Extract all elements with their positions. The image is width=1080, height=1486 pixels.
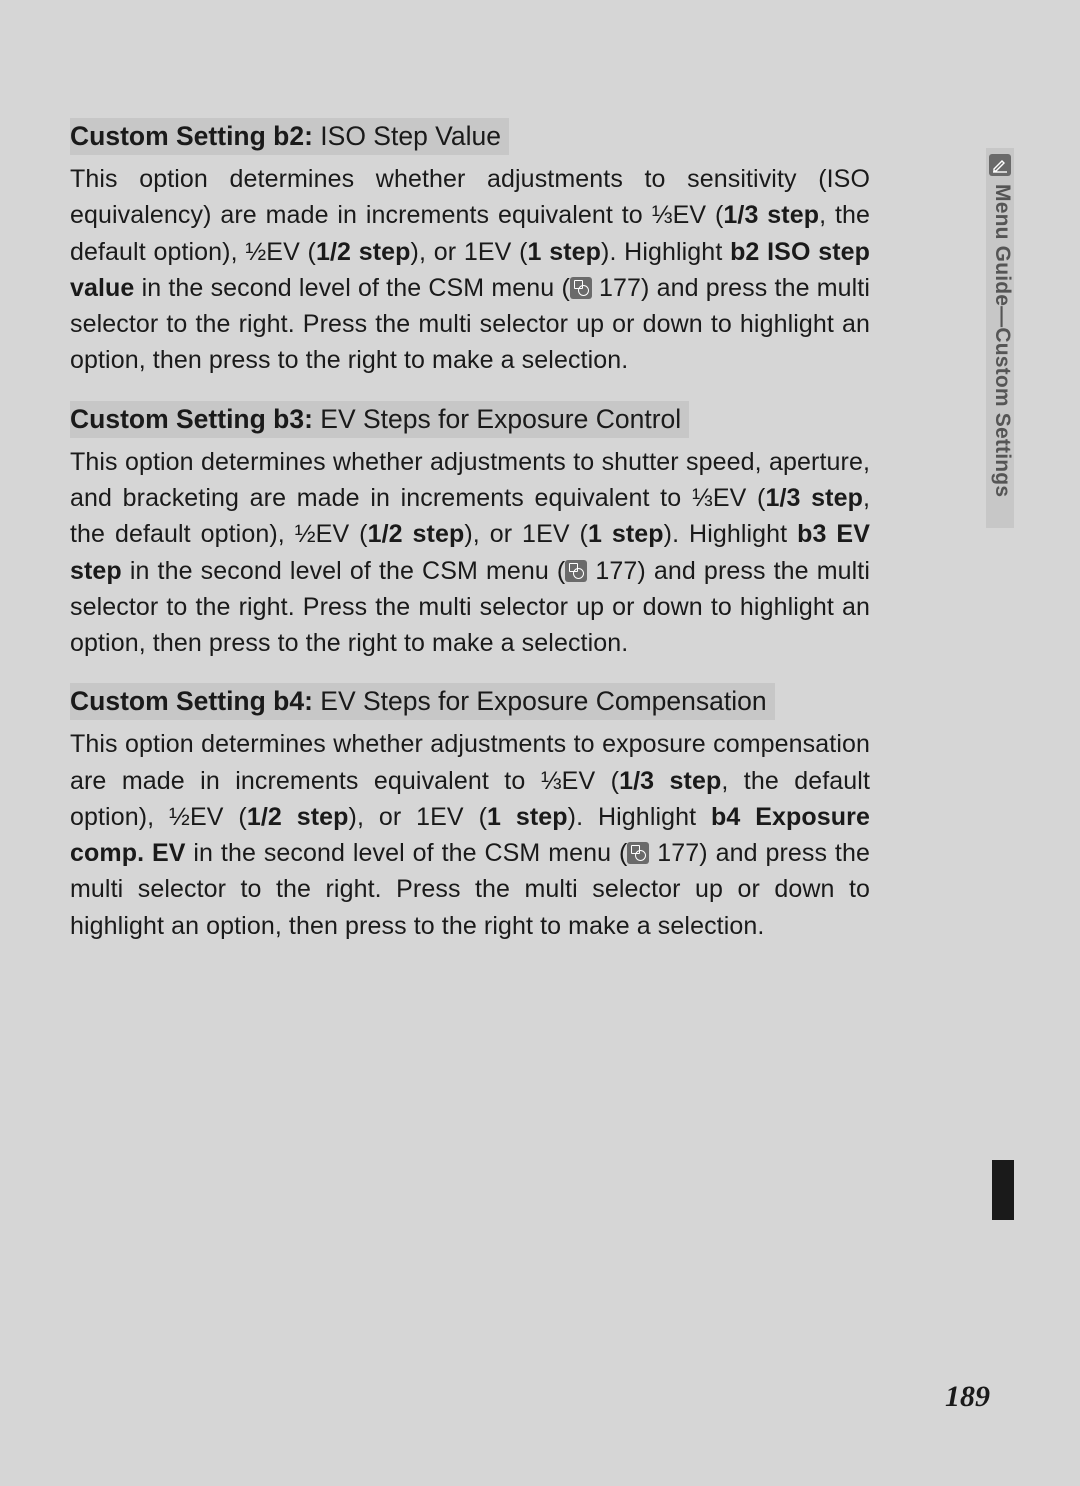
heading-bold: Custom Setting b3: bbox=[70, 404, 313, 434]
side-tab-label: Menu Guide—Custom Settings bbox=[986, 184, 1014, 524]
heading-rest: ISO Step Value bbox=[313, 121, 501, 151]
body-b2: This option determines whether adjustmen… bbox=[70, 161, 870, 379]
heading-rest: EV Steps for Exposure Compensation bbox=[313, 686, 767, 716]
heading-bold: Custom Setting b4: bbox=[70, 686, 313, 716]
page-ref-icon bbox=[565, 560, 587, 582]
section-b3: Custom Setting b3: EV Steps for Exposure… bbox=[70, 401, 870, 662]
page-number: 189 bbox=[945, 1380, 990, 1414]
heading-bold: Custom Setting b2: bbox=[70, 121, 313, 151]
pencil-icon bbox=[989, 154, 1011, 176]
heading-rest: EV Steps for Exposure Control bbox=[313, 404, 681, 434]
body-b3: This option determines whether adjustmen… bbox=[70, 444, 870, 662]
page-ref-icon bbox=[570, 277, 592, 299]
heading-b3: Custom Setting b3: EV Steps for Exposure… bbox=[70, 401, 689, 438]
manual-page: Custom Setting b2: ISO Step Value This o… bbox=[0, 0, 1080, 1486]
tab-index-marker bbox=[992, 1160, 1014, 1220]
side-tab: Menu Guide—Custom Settings bbox=[986, 148, 1014, 528]
heading-b2: Custom Setting b2: ISO Step Value bbox=[70, 118, 509, 155]
page-content: Custom Setting b2: ISO Step Value This o… bbox=[70, 118, 870, 966]
body-b4: This option determines whether adjustmen… bbox=[70, 726, 870, 944]
section-b4: Custom Setting b4: EV Steps for Exposure… bbox=[70, 683, 870, 944]
heading-b4: Custom Setting b4: EV Steps for Exposure… bbox=[70, 683, 775, 720]
page-ref-icon bbox=[627, 842, 649, 864]
section-b2: Custom Setting b2: ISO Step Value This o… bbox=[70, 118, 870, 379]
